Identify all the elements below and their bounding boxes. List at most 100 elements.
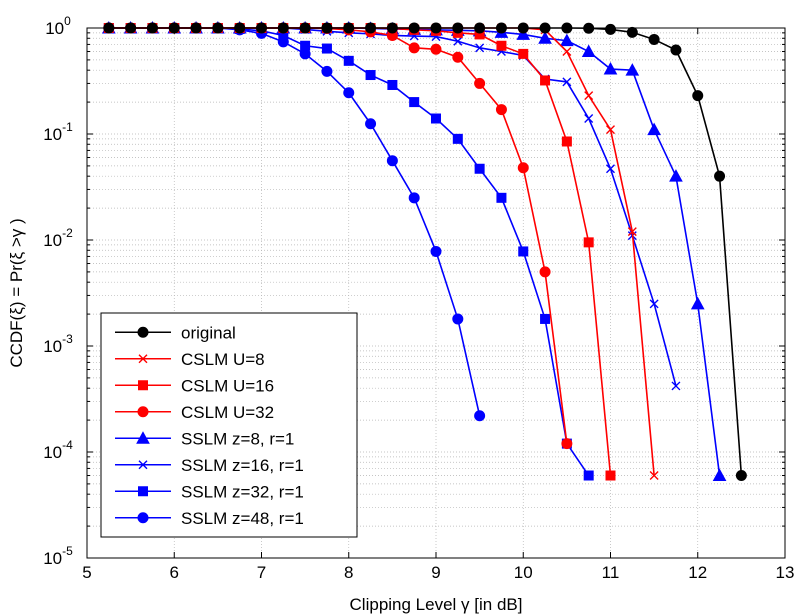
y-tick-label: 10-1 xyxy=(43,120,73,144)
data-point xyxy=(627,227,637,237)
data-point xyxy=(103,22,115,34)
x-tick-label: 9 xyxy=(431,563,440,582)
legend-label: SSLM z=16, r=1 xyxy=(181,456,304,475)
data-series xyxy=(101,20,747,482)
data-point xyxy=(735,470,747,482)
data-point xyxy=(321,22,333,34)
data-point xyxy=(496,192,507,203)
data-point xyxy=(583,22,595,34)
data-point xyxy=(539,22,551,34)
data-point xyxy=(386,155,398,167)
data-point xyxy=(516,27,531,40)
data-point xyxy=(408,192,420,204)
data-point xyxy=(649,299,659,309)
y-tick-label: 10-5 xyxy=(43,544,73,568)
data-point xyxy=(453,36,463,46)
legend-label: CSLM U=8 xyxy=(181,350,265,369)
data-point xyxy=(562,77,572,87)
data-point xyxy=(365,70,376,81)
x-tick-label: 13 xyxy=(776,563,795,582)
data-point xyxy=(343,22,355,34)
data-point xyxy=(583,237,594,248)
legend-marker xyxy=(138,460,148,470)
data-point xyxy=(234,22,246,34)
data-point xyxy=(539,266,551,278)
data-point xyxy=(495,104,507,116)
legend-label: original xyxy=(181,323,236,342)
data-point xyxy=(517,22,529,34)
legend-entry: SSLM z=32, r=1 xyxy=(115,482,304,501)
legend-entry: CSLM U=32 xyxy=(115,403,274,422)
x-tick-label: 6 xyxy=(170,563,179,582)
y-axis-label: CCDF(ξ) = Pr(ξ >γ ) xyxy=(7,218,26,367)
axis-ticks: 5 6 7 8 9 10 11 12 13 10-5 10-4 10-3 10-2 10-1 100 xyxy=(43,14,794,582)
data-point xyxy=(409,97,420,108)
x-tick-label: 12 xyxy=(688,563,707,582)
data-point xyxy=(561,438,573,450)
y-tick-label: 10-3 xyxy=(43,332,73,356)
data-point xyxy=(669,169,683,182)
x-tick-label: 11 xyxy=(602,563,620,582)
x-axis-label: Clipping Level γ [in dB] xyxy=(350,595,523,614)
data-point xyxy=(452,22,464,34)
y-tick-label: 100 xyxy=(45,14,71,38)
data-point xyxy=(408,22,420,34)
data-point xyxy=(475,43,485,53)
legend-entry: CSLM U=16 xyxy=(115,376,274,395)
data-point xyxy=(495,22,507,34)
data-point xyxy=(386,22,398,34)
data-point xyxy=(300,40,311,51)
legend-marker xyxy=(138,354,148,364)
legend: original CSLM U=8 CSLM U=16 CSLM U=32 SSLM z… xyxy=(100,312,358,538)
data-point xyxy=(603,62,618,75)
data-point xyxy=(517,162,529,174)
series-original xyxy=(103,22,747,482)
data-point xyxy=(648,33,660,45)
data-point xyxy=(343,55,354,66)
legend-label: SSLM z=48, r=1 xyxy=(181,509,304,528)
data-point xyxy=(562,47,572,57)
data-point xyxy=(125,22,137,34)
data-point xyxy=(365,22,377,34)
data-point xyxy=(518,246,529,257)
data-point xyxy=(431,113,441,124)
legend-entry: original xyxy=(115,323,236,342)
data-point xyxy=(649,471,659,481)
legend-entry: SSLM z=48, r=1 xyxy=(115,509,304,528)
data-point xyxy=(496,40,507,51)
data-point xyxy=(581,44,596,58)
data-point xyxy=(626,26,638,38)
data-point xyxy=(671,381,681,391)
data-point xyxy=(474,163,485,174)
legend-marker xyxy=(137,326,149,338)
data-point xyxy=(538,31,552,44)
data-point xyxy=(256,22,267,34)
data-point xyxy=(584,91,594,101)
x-tick-label: 5 xyxy=(82,563,91,582)
data-point xyxy=(584,114,594,124)
data-point xyxy=(321,43,332,54)
data-point xyxy=(168,22,180,34)
data-point xyxy=(670,44,682,56)
legend-label: SSLM z=32, r=1 xyxy=(181,482,304,501)
data-point xyxy=(190,22,202,34)
legend-marker xyxy=(137,512,149,524)
legend-marker xyxy=(138,380,148,391)
data-point xyxy=(714,170,726,182)
legend-label: CSLM U=16 xyxy=(181,376,274,395)
data-point xyxy=(560,33,574,47)
data-point xyxy=(474,410,486,422)
legend-marker xyxy=(136,431,150,444)
data-point xyxy=(430,245,442,257)
data-point xyxy=(606,125,615,135)
y-tick-label: 10-4 xyxy=(43,438,73,462)
data-point xyxy=(365,118,377,130)
data-point xyxy=(212,22,224,34)
data-point xyxy=(474,77,486,89)
legend-label: CSLM U=32 xyxy=(181,403,274,422)
data-point xyxy=(387,79,398,90)
legend-marker xyxy=(137,406,149,418)
data-point xyxy=(277,22,289,34)
data-point xyxy=(343,87,355,99)
